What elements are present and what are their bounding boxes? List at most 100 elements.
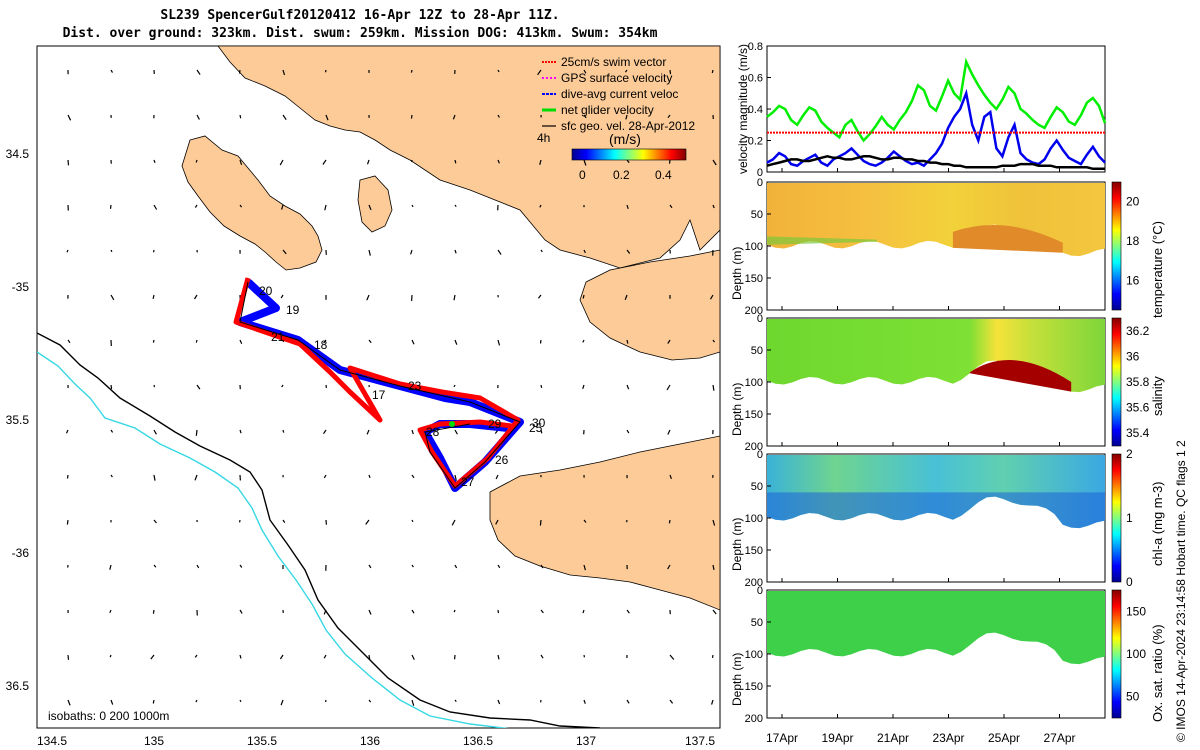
current-vector — [194, 654, 198, 658]
current-vector — [497, 159, 500, 164]
cool-layer — [767, 236, 877, 245]
isobath-1000m — [37, 351, 510, 728]
current-vector — [454, 564, 458, 569]
current-vector — [454, 249, 457, 254]
current-vector — [194, 474, 198, 481]
current-vector — [497, 564, 501, 569]
current-vector — [110, 384, 113, 390]
depth-tick: 200 — [745, 441, 763, 453]
colorbar-tick: 0 — [579, 168, 586, 182]
current-vector — [669, 699, 674, 704]
current-vector — [280, 294, 284, 299]
current-vector — [669, 69, 672, 75]
current-vector — [583, 69, 587, 74]
current-vector — [239, 159, 243, 165]
velocity-series-line — [766, 57, 1107, 143]
day-label: 26 — [495, 453, 509, 467]
current-vector — [368, 249, 371, 256]
current-vector — [668, 519, 671, 524]
current-vector — [540, 654, 544, 659]
current-vector — [712, 564, 715, 571]
current-vector — [711, 699, 714, 705]
time-tick: 17Apr — [766, 731, 798, 745]
section-field — [767, 183, 1105, 257]
current-vector — [625, 114, 628, 120]
current-vector — [110, 474, 113, 478]
depth-tick: 100 — [745, 513, 763, 525]
temperature-ylabel: Depth (m) — [730, 246, 744, 300]
current-vector — [323, 609, 327, 615]
colorbar-tick: 35.6 — [1126, 401, 1150, 415]
depth-tick: 0 — [757, 449, 763, 461]
current-vector — [537, 69, 542, 76]
time-tick: 19Apr — [821, 731, 853, 745]
current-vector — [279, 654, 284, 660]
current-vector — [150, 654, 155, 660]
current-vector — [669, 204, 673, 209]
colorbar-tick: 35.4 — [1126, 426, 1150, 440]
current-vector — [195, 699, 198, 703]
depth-tick: 150 — [745, 545, 763, 557]
salinity-ylabel: Depth (m) — [730, 382, 744, 436]
current-vector — [239, 204, 243, 208]
current-vector — [153, 384, 156, 388]
current-vector — [495, 474, 499, 480]
current-vector — [368, 474, 371, 479]
current-vector — [712, 609, 717, 615]
current-vector — [497, 654, 500, 660]
current-vector — [582, 384, 585, 389]
current-vector — [110, 69, 114, 73]
current-vector — [712, 384, 715, 391]
chla-colorbar-label: chl-a (mg m-3) — [1150, 481, 1165, 566]
day-label: 25 — [529, 421, 543, 435]
lon-tick: 136.5 — [463, 734, 493, 748]
current-vector — [582, 339, 585, 343]
current-vector — [282, 429, 285, 433]
oxygen-colorbar-label: Ox. sat. ratio (%) — [1150, 624, 1165, 722]
current-vector — [666, 384, 671, 391]
current-vector — [67, 114, 72, 121]
current-vector — [582, 609, 585, 614]
section-colorbar — [1111, 589, 1122, 719]
current-vector — [583, 249, 586, 254]
current-vector — [453, 294, 456, 301]
current-vector — [368, 654, 371, 661]
current-vector — [282, 69, 286, 76]
depth-tick: 50 — [751, 617, 763, 629]
net-glider-track — [239, 281, 521, 489]
current-vector — [110, 699, 114, 705]
depth-tick: 150 — [745, 273, 763, 285]
current-vector — [497, 249, 502, 255]
current-vector — [281, 204, 284, 210]
depth-tick: 0 — [757, 177, 763, 189]
current-vector — [712, 204, 715, 209]
current-vector — [153, 204, 158, 210]
isobath-200m — [37, 332, 601, 728]
current-vector — [196, 564, 200, 569]
current-vector — [712, 519, 716, 526]
land-kangaroo-island — [489, 435, 720, 611]
day-label: 17 — [372, 388, 386, 402]
current-vector — [626, 699, 630, 704]
lon-tick: 135 — [144, 734, 164, 748]
time-tick: 23Apr — [932, 731, 964, 745]
colorbar-tick: 16 — [1126, 273, 1140, 287]
salty-anomaly — [969, 360, 1072, 392]
colorbar-tick: 20 — [1126, 195, 1140, 209]
current-vector — [452, 114, 456, 120]
depth-tick: 100 — [745, 377, 763, 389]
lat-tick: 35.5 — [6, 413, 30, 427]
velocity-ylabel: velocity magnitude (m/s) — [736, 43, 750, 174]
current-vector — [624, 69, 628, 73]
current-vector — [239, 429, 242, 434]
day-label: 21 — [271, 330, 285, 344]
current-vector — [238, 69, 241, 74]
current-vector — [495, 519, 499, 525]
current-vector — [668, 159, 671, 164]
time-tick: 21Apr — [877, 731, 909, 745]
current-vector — [196, 69, 201, 75]
current-vector — [239, 609, 243, 614]
current-vector — [583, 519, 587, 523]
current-vector — [411, 609, 415, 614]
current-vector — [110, 249, 113, 253]
